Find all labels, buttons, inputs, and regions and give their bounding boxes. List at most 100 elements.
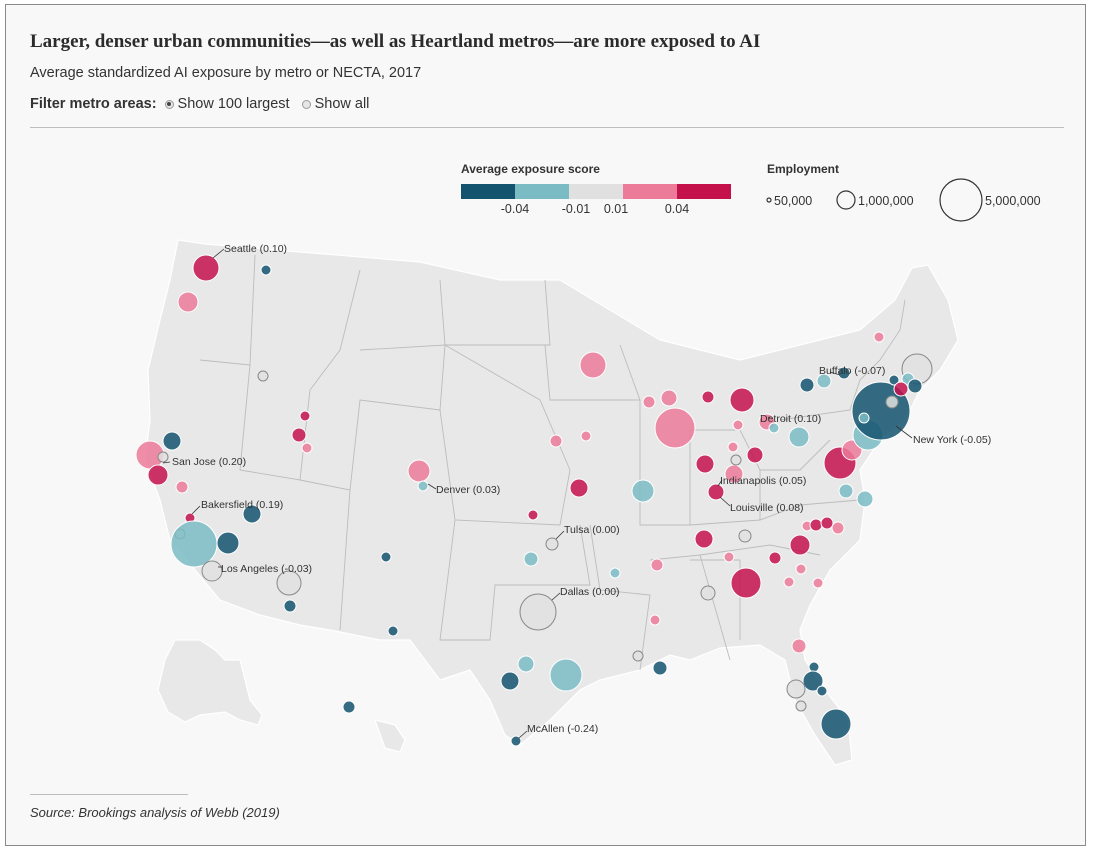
metro-bubble[interactable] <box>795 563 807 575</box>
metro-bubble[interactable] <box>157 451 169 463</box>
filter-option-show-all[interactable]: Show all <box>301 96 370 112</box>
metro-bubble[interactable] <box>738 529 752 543</box>
metro-bubble[interactable] <box>301 442 313 454</box>
metro-bubble[interactable] <box>242 504 262 524</box>
leader-line <box>555 530 565 540</box>
metro-bubble[interactable] <box>170 520 218 568</box>
metro-bubble[interactable] <box>695 454 715 474</box>
metro-bubble-seattle[interactable] <box>192 254 220 282</box>
radio-selected-icon[interactable] <box>164 99 174 109</box>
metro-bubble[interactable] <box>838 483 854 499</box>
metro-bubble[interactable] <box>730 567 762 599</box>
metro-bubble[interactable] <box>858 412 870 424</box>
metro-bubble[interactable] <box>732 419 744 431</box>
metro-bubble-denver[interactable] <box>407 459 431 483</box>
metro-bubble[interactable] <box>579 351 607 379</box>
metro-bubble-mcallen[interactable] <box>510 735 522 747</box>
metro-bubble[interactable] <box>276 570 302 596</box>
metro-bubble[interactable] <box>523 551 539 567</box>
metro-bubble-new-york[interactable] <box>851 381 911 441</box>
metro-bubble[interactable] <box>727 441 739 453</box>
metro-bubble[interactable] <box>654 407 696 449</box>
filter-option-100-largest[interactable]: Show 100 largest <box>164 96 290 112</box>
leader-line <box>427 483 437 490</box>
metro-bubble[interactable] <box>893 381 909 397</box>
metro-bubble[interactable] <box>527 509 539 521</box>
metro-bubble-indianapolis[interactable] <box>707 483 725 501</box>
size-legend-label: 5,000,000 <box>985 194 1041 208</box>
metro-bubble[interactable] <box>820 708 852 740</box>
metro-bubble[interactable] <box>789 534 811 556</box>
metro-bubble[interactable] <box>795 700 807 712</box>
metro-label: Louisville (0.08) <box>730 502 804 514</box>
metro-bubble-los-angeles[interactable] <box>201 560 223 582</box>
metro-bubble[interactable] <box>299 410 311 422</box>
metro-bubble[interactable] <box>791 638 807 654</box>
metro-bubble[interactable] <box>873 331 885 343</box>
metro-bubble[interactable] <box>175 480 189 494</box>
metro-bubble[interactable] <box>809 518 823 532</box>
size-legend-label: 50,000 <box>774 194 812 208</box>
metro-bubble[interactable] <box>283 599 297 613</box>
metro-bubble[interactable] <box>746 446 764 464</box>
metro-bubble[interactable] <box>660 389 678 407</box>
metro-bubble[interactable] <box>609 567 621 579</box>
metro-bubble[interactable] <box>291 427 307 443</box>
metro-bubble[interactable] <box>387 625 399 637</box>
us-states-basemap <box>144 239 959 766</box>
filter-option-label: Show all <box>314 96 370 112</box>
metro-bubble-buffalo[interactable] <box>837 366 851 380</box>
metro-bubble[interactable] <box>652 660 668 676</box>
metro-bubble[interactable] <box>650 558 664 572</box>
metro-bubble[interactable] <box>831 521 845 535</box>
metro-bubble[interactable] <box>885 395 899 409</box>
metro-label: San Jose (0.20) <box>172 456 246 468</box>
metro-bubble-dallas[interactable] <box>519 593 557 631</box>
state-borders <box>199 254 906 671</box>
metro-bubble[interactable] <box>816 685 828 697</box>
metro-bubble[interactable] <box>768 422 780 434</box>
metro-bubble[interactable] <box>783 576 795 588</box>
metro-bubble[interactable] <box>802 670 824 692</box>
metro-bubble[interactable] <box>162 431 182 451</box>
metro-bubble[interactable] <box>500 671 520 691</box>
metro-bubble[interactable] <box>799 377 815 393</box>
metro-bubble-tulsa[interactable] <box>545 537 559 551</box>
metro-bubble[interactable] <box>216 531 240 555</box>
state-border-line <box>544 344 641 401</box>
metro-bubble[interactable] <box>788 426 810 448</box>
metro-bubble[interactable] <box>812 577 824 589</box>
state-border-line <box>439 344 571 526</box>
metro-bubble[interactable] <box>816 373 832 389</box>
metro-bubble[interactable] <box>642 395 656 409</box>
metro-bubble[interactable] <box>632 650 644 662</box>
metro-bubble[interactable] <box>808 661 820 673</box>
metro-bubble[interactable] <box>768 551 782 565</box>
metro-bubble[interactable] <box>856 490 874 508</box>
metro-bubble[interactable] <box>723 551 735 563</box>
metro-bubble[interactable] <box>257 370 269 382</box>
metro-bubble[interactable] <box>260 264 272 276</box>
metro-bubble[interactable] <box>649 614 661 626</box>
metro-bubble[interactable] <box>730 454 742 466</box>
metro-bubble[interactable] <box>517 655 535 673</box>
metro-bubble[interactable] <box>380 551 392 563</box>
metro-bubble[interactable] <box>631 479 655 503</box>
radio-unselected-icon[interactable] <box>301 99 311 109</box>
metro-bubble[interactable] <box>700 585 716 601</box>
metro-bubble[interactable] <box>907 378 923 394</box>
metro-bubble[interactable] <box>569 478 589 498</box>
metro-bubble[interactable] <box>786 679 806 699</box>
metro-bubble[interactable] <box>417 480 429 492</box>
metro-bubble[interactable] <box>888 374 900 386</box>
metro-bubble[interactable] <box>701 390 715 404</box>
metro-bubble[interactable] <box>729 387 755 413</box>
metro-bubble[interactable] <box>342 700 356 714</box>
metro-bubble[interactable] <box>694 529 714 549</box>
metro-bubble-san-jose[interactable] <box>147 464 169 486</box>
metro-bubble[interactable] <box>580 430 592 442</box>
metro-bubble[interactable] <box>549 434 563 448</box>
metro-bubble[interactable] <box>820 516 834 530</box>
metro-bubble[interactable] <box>177 291 199 313</box>
metro-bubble[interactable] <box>549 658 583 692</box>
